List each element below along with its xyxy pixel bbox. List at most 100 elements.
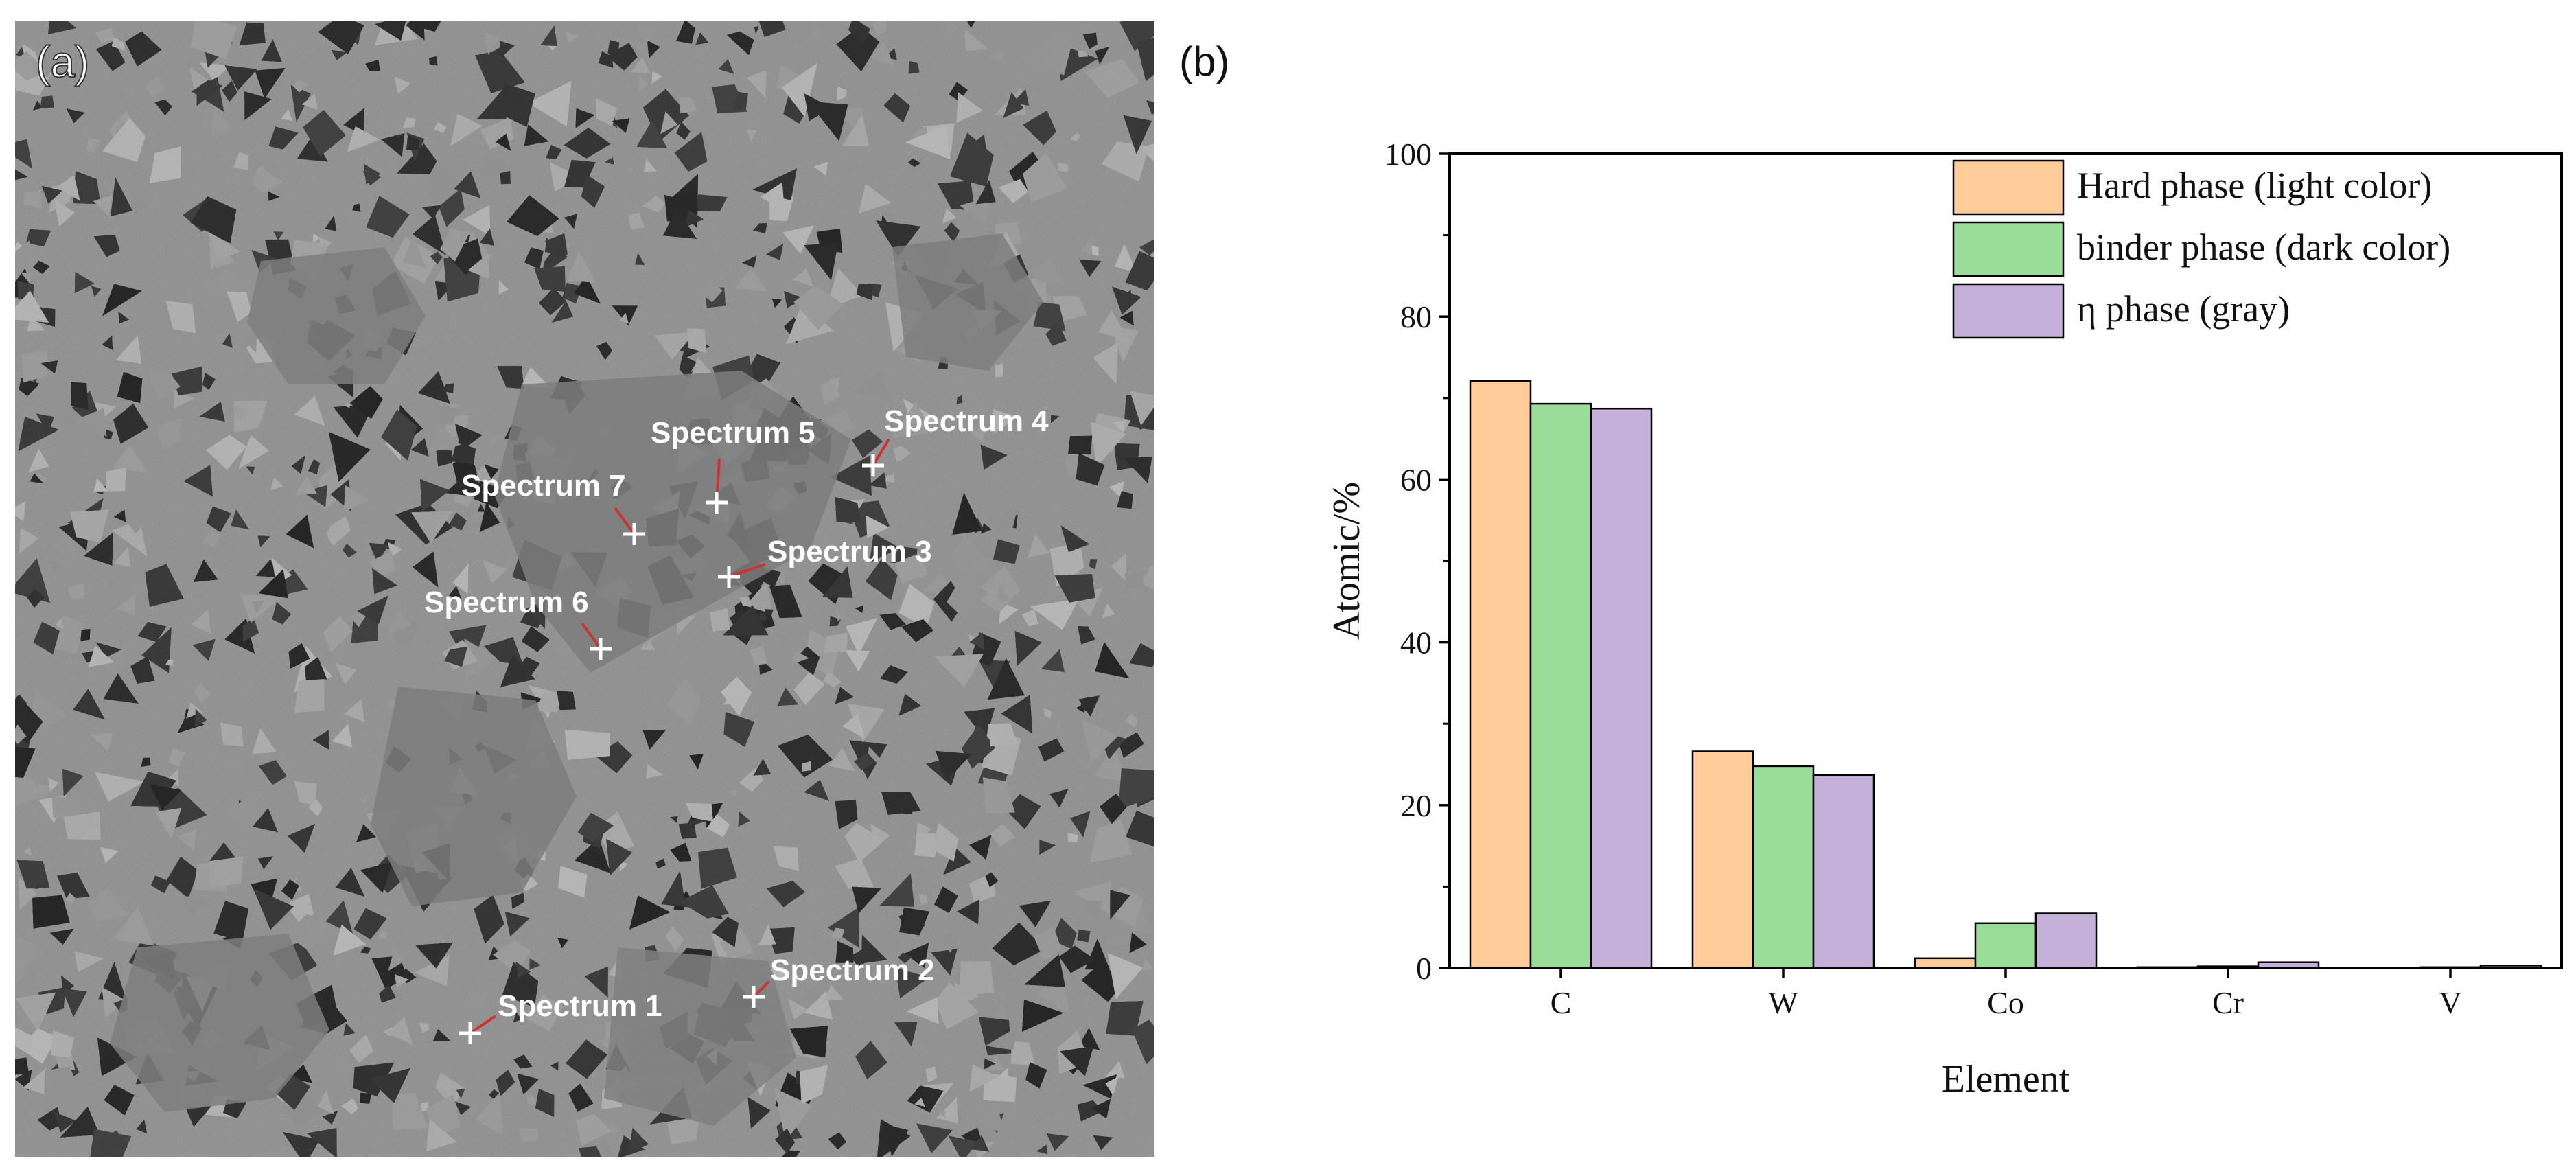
bar-V-series-2 [2419, 966, 2482, 969]
grain [1124, 573, 1145, 590]
grain [959, 961, 995, 996]
grain [115, 335, 142, 364]
grain [1108, 953, 1143, 999]
grain [766, 927, 795, 954]
grain [353, 908, 387, 940]
x-tick-label: W [1768, 985, 1798, 1020]
grain [604, 157, 614, 165]
grain [116, 595, 135, 616]
grain [489, 1089, 500, 1099]
grain [904, 943, 929, 968]
grain [51, 1030, 74, 1058]
grain [56, 175, 80, 201]
grain [191, 610, 211, 634]
grain [111, 445, 148, 473]
grain [497, 366, 524, 389]
grain [564, 159, 596, 188]
grain [80, 629, 91, 641]
grain [519, 1129, 539, 1142]
grain [168, 748, 185, 768]
grain [1045, 322, 1067, 346]
grain [113, 509, 126, 522]
grain [721, 677, 752, 716]
grain [883, 1124, 909, 1157]
grain [502, 962, 539, 1008]
grain [861, 934, 887, 964]
grain [635, 253, 645, 265]
grain [343, 107, 365, 136]
grain [324, 516, 351, 546]
grain [606, 839, 632, 876]
grain [901, 619, 933, 643]
grain [674, 132, 708, 172]
grain [1093, 1135, 1113, 1151]
legend-label: η phase (gray) [2077, 288, 2290, 330]
y-tick-label: 20 [1400, 788, 1432, 823]
grain [467, 253, 489, 279]
bar-Co-series-3 [2034, 912, 2098, 969]
grain [546, 145, 562, 159]
grain [445, 465, 483, 498]
grain [440, 228, 470, 262]
grain [629, 1127, 649, 1154]
grain [113, 403, 149, 444]
grain [859, 184, 892, 214]
grain [666, 1115, 699, 1145]
grain [513, 1012, 522, 1022]
grain [213, 901, 248, 942]
grain [1031, 260, 1062, 284]
grain [596, 98, 618, 126]
grain [986, 1026, 1018, 1050]
grain [830, 455, 872, 496]
grain [792, 268, 813, 287]
grain [200, 693, 207, 700]
grain [1126, 810, 1154, 847]
grain [733, 91, 748, 110]
grain [1077, 50, 1089, 58]
grain [771, 966, 787, 980]
grain [892, 402, 933, 438]
grain [504, 912, 530, 936]
grain [414, 955, 450, 987]
grain [566, 32, 580, 43]
grain [718, 59, 734, 74]
grain [206, 435, 247, 470]
grain [969, 1064, 999, 1092]
grain [683, 210, 704, 229]
grain [769, 584, 802, 619]
grain [961, 1127, 982, 1143]
grain [372, 568, 397, 595]
grain [419, 21, 441, 32]
grain [945, 21, 957, 36]
grain [1130, 391, 1154, 426]
grain [636, 120, 668, 149]
grain [969, 427, 984, 442]
grain [185, 1105, 212, 1127]
grain [406, 21, 425, 41]
grain [950, 132, 994, 187]
bar-Co-series-1 [1914, 957, 1977, 969]
grain [378, 931, 388, 939]
grain [369, 1068, 410, 1103]
spectrum-marker-6: Spectrum 6 [424, 586, 612, 660]
grain [44, 1066, 80, 1103]
grain [723, 711, 755, 747]
spectrum-label: Spectrum 2 [770, 954, 935, 987]
grain [579, 1146, 602, 1157]
bar-W-series-3 [1812, 774, 1875, 969]
grain [387, 1017, 413, 1045]
grain [773, 846, 799, 871]
grain [1109, 481, 1124, 498]
grain [74, 271, 95, 294]
grain [894, 553, 928, 584]
grain [948, 1135, 977, 1157]
grain [15, 747, 36, 778]
spectrum-marker-2: Spectrum 2 [743, 954, 935, 1008]
grain [577, 812, 614, 842]
grain [102, 987, 126, 1019]
grain [831, 927, 845, 938]
grain [581, 174, 605, 208]
grain [1010, 1041, 1036, 1065]
grain [987, 658, 1025, 700]
bar-C-series-3 [1590, 407, 1653, 969]
